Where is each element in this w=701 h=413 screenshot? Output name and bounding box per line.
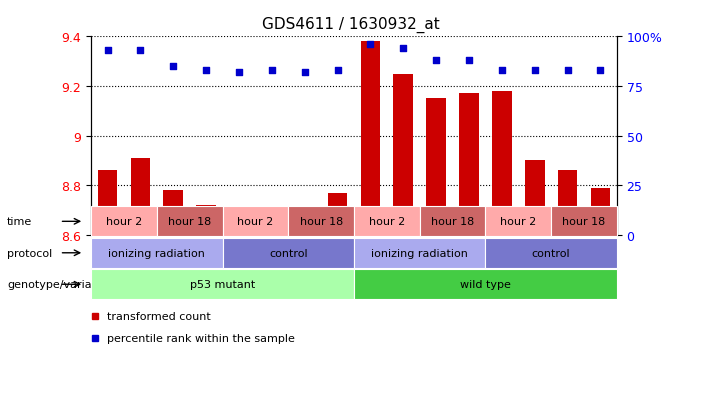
Bar (130, 159, 150, 235)
Bar (229, 225, 249, 235)
Point (463, 58, 475, 64)
Bar (163, 191, 183, 235)
Bar (262, 211, 282, 235)
Bar (295, 218, 315, 235)
Text: GDS4611 / 1630932_at: GDS4611 / 1630932_at (261, 17, 440, 33)
Point (233, 69, 245, 76)
Text: hour 18: hour 18 (562, 217, 606, 227)
Bar (459, 94, 479, 235)
Text: protocol: protocol (7, 248, 53, 258)
Text: percentile rank within the sample: percentile rank within the sample (107, 334, 294, 344)
Bar (97, 171, 118, 235)
Point (332, 68, 343, 74)
Text: control: control (532, 248, 571, 258)
Text: hour 2: hour 2 (106, 217, 142, 227)
Text: ionizing radiation: ionizing radiation (109, 248, 205, 258)
Text: hour 18: hour 18 (299, 217, 343, 227)
Text: genotype/variation: genotype/variation (7, 280, 113, 290)
Point (529, 68, 540, 74)
Bar (393, 74, 413, 235)
Bar (492, 92, 512, 235)
Point (102, 48, 113, 55)
Point (135, 48, 146, 55)
Text: wild type: wild type (460, 280, 511, 290)
Point (595, 68, 606, 74)
Bar (590, 188, 611, 235)
Text: hour 18: hour 18 (168, 217, 211, 227)
Text: transformed count: transformed count (107, 311, 210, 321)
Bar (328, 193, 348, 235)
Bar (360, 42, 381, 235)
Bar (558, 171, 578, 235)
Point (562, 68, 573, 74)
Text: time: time (7, 217, 32, 227)
Point (397, 46, 409, 52)
Point (299, 69, 311, 76)
Point (496, 68, 508, 74)
Point (168, 64, 179, 70)
Bar (525, 161, 545, 235)
Point (200, 68, 212, 74)
Bar (196, 206, 216, 235)
Point (365, 42, 376, 48)
Point (430, 58, 442, 64)
Point (266, 68, 278, 74)
Text: hour 2: hour 2 (238, 217, 273, 227)
Text: p53 mutant: p53 mutant (190, 280, 255, 290)
Bar (426, 99, 446, 235)
Text: control: control (269, 248, 308, 258)
Text: hour 2: hour 2 (501, 217, 536, 227)
Text: hour 2: hour 2 (369, 217, 405, 227)
Text: ionizing radiation: ionizing radiation (372, 248, 468, 258)
Text: hour 18: hour 18 (431, 217, 474, 227)
